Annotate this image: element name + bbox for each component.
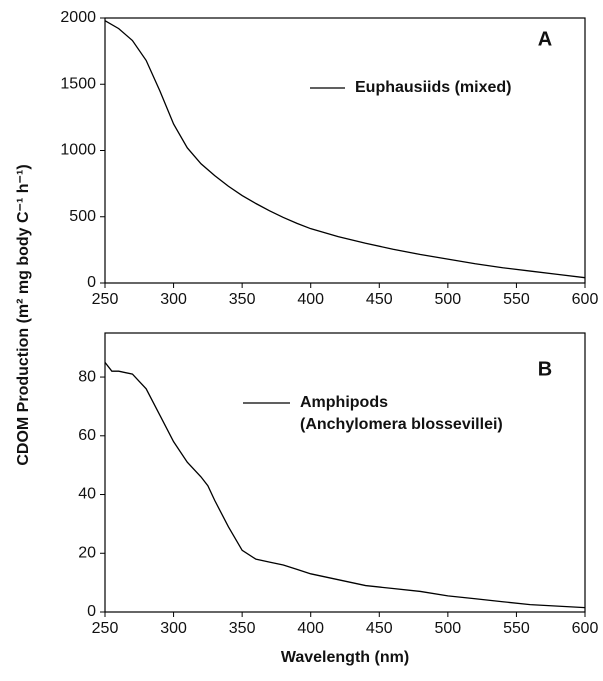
x-tick-label: 250 bbox=[92, 291, 119, 308]
y-axis-label: CDOM Production (m² mg body C⁻¹ h⁻¹) bbox=[15, 164, 32, 465]
x-axis-label: Wavelength (nm) bbox=[281, 649, 409, 666]
y-tick-label: 20 bbox=[78, 544, 96, 561]
x-tick-label: 450 bbox=[366, 291, 393, 308]
x-tick-label: 400 bbox=[297, 620, 324, 637]
x-tick-label: 550 bbox=[503, 291, 530, 308]
y-tick-label: 80 bbox=[78, 368, 96, 385]
y-tick-label: 500 bbox=[69, 208, 96, 225]
x-tick-label: 600 bbox=[572, 291, 599, 308]
x-tick-label: 250 bbox=[92, 620, 119, 637]
y-tick-label: 40 bbox=[78, 486, 96, 503]
legend-label: Amphipods bbox=[300, 394, 388, 411]
y-tick-label: 0 bbox=[87, 274, 96, 291]
legend-label: Euphausiids (mixed) bbox=[355, 79, 511, 96]
plot-frame bbox=[104, 17, 586, 284]
x-tick-label: 500 bbox=[435, 620, 462, 637]
x-tick-label: 600 bbox=[572, 620, 599, 637]
x-tick-label: 350 bbox=[229, 620, 256, 637]
panel-label: A bbox=[538, 28, 552, 50]
data-line bbox=[104, 361, 586, 609]
x-tick-label: 450 bbox=[366, 620, 393, 637]
y-tick-label: 1500 bbox=[60, 75, 96, 92]
x-tick-label: 550 bbox=[503, 620, 530, 637]
y-tick-label: 60 bbox=[78, 427, 96, 444]
y-tick-label: 1000 bbox=[60, 142, 96, 159]
x-tick-label: 300 bbox=[160, 291, 187, 308]
data-line bbox=[104, 20, 586, 279]
y-tick-label: 2000 bbox=[60, 9, 96, 26]
x-tick-label: 350 bbox=[229, 291, 256, 308]
x-tick-label: 400 bbox=[297, 291, 324, 308]
plot-frame bbox=[104, 332, 586, 613]
legend-label: (Anchylomera blossevillei) bbox=[300, 416, 503, 433]
x-tick-label: 300 bbox=[160, 620, 187, 637]
x-tick-label: 500 bbox=[435, 291, 462, 308]
y-tick-label: 0 bbox=[87, 603, 96, 620]
panel-label: B bbox=[538, 358, 552, 380]
